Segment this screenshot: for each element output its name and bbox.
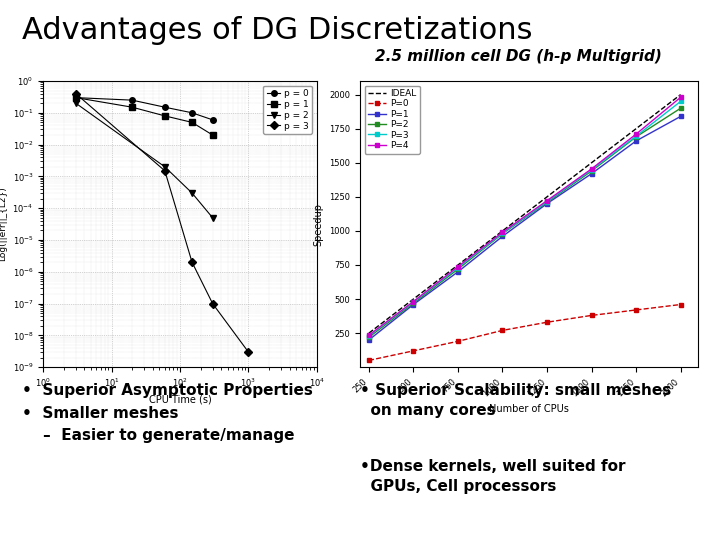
- IDEAL: [676, 91, 685, 98]
- p = 2: [188, 190, 197, 196]
- Line: p = 1: p = 1: [73, 95, 215, 138]
- P=2: [676, 105, 685, 111]
- p = 3: [208, 300, 217, 307]
- Line: P=2: P=2: [366, 106, 683, 339]
- p = 0: [71, 94, 80, 101]
- IDEAL: [543, 194, 552, 200]
- P=4: [676, 94, 685, 100]
- p = 1: [208, 132, 217, 138]
- P=0: [364, 357, 373, 363]
- Line: P=1: P=1: [366, 114, 683, 342]
- P=0: [676, 301, 685, 308]
- Text: Advantages of DG Discretizations: Advantages of DG Discretizations: [22, 16, 532, 45]
- p = 2: [208, 214, 217, 221]
- Line: P=3: P=3: [366, 99, 683, 338]
- P=3: [454, 265, 462, 271]
- IDEAL: [409, 296, 418, 302]
- Line: p = 3: p = 3: [73, 91, 251, 355]
- P=1: [364, 337, 373, 343]
- IDEAL: [588, 159, 596, 166]
- P=3: [364, 333, 373, 339]
- P=3: [588, 167, 596, 173]
- P=1: [588, 171, 596, 177]
- p = 2: [71, 100, 80, 106]
- P=3: [409, 299, 418, 305]
- p = 0: [188, 110, 197, 116]
- IDEAL: [454, 262, 462, 268]
- P=1: [498, 233, 507, 240]
- Text: • Superior Scalability: small meshes
  on many cores: • Superior Scalability: small meshes on …: [360, 383, 671, 418]
- p = 1: [188, 119, 197, 126]
- X-axis label: CPU Time (s): CPU Time (s): [148, 395, 212, 405]
- IDEAL: [631, 125, 640, 132]
- Line: p = 2: p = 2: [73, 100, 215, 220]
- P=3: [631, 133, 640, 139]
- P=2: [543, 199, 552, 206]
- P=4: [588, 166, 596, 172]
- P=2: [498, 231, 507, 237]
- Y-axis label: Speedup: Speedup: [314, 202, 323, 246]
- P=2: [364, 334, 373, 340]
- Legend: IDEAL, P=0, P=1, P=2, P=3, P=4: IDEAL, P=0, P=1, P=2, P=3, P=4: [364, 85, 420, 153]
- P=4: [409, 298, 418, 305]
- P=1: [454, 268, 462, 275]
- p = 3: [71, 90, 80, 97]
- Line: p = 0: p = 0: [73, 95, 215, 123]
- P=2: [409, 300, 418, 306]
- p = 1: [161, 113, 169, 119]
- P=3: [543, 198, 552, 205]
- IDEAL: [498, 228, 507, 234]
- p = 2: [161, 164, 169, 170]
- P=3: [676, 98, 685, 105]
- p = 0: [208, 117, 217, 123]
- P=4: [454, 264, 462, 270]
- P=1: [543, 200, 552, 207]
- Text: •Dense kernels, well suited for
  GPUs, Cell processors: •Dense kernels, well suited for GPUs, Ce…: [360, 459, 626, 494]
- Y-axis label: Log(||err||_{L2}): Log(||err||_{L2}): [0, 187, 7, 261]
- p = 0: [128, 97, 137, 103]
- P=0: [588, 312, 596, 319]
- P=1: [631, 138, 640, 144]
- X-axis label: Number of CPUs: Number of CPUs: [490, 404, 569, 414]
- IDEAL: [364, 330, 373, 336]
- Text: 2.5 million cell DG (h-p Multigrid): 2.5 million cell DG (h-p Multigrid): [375, 49, 662, 64]
- p = 1: [128, 104, 137, 111]
- Line: P=0: P=0: [366, 302, 683, 362]
- p = 3: [161, 167, 169, 174]
- P=3: [498, 230, 507, 237]
- p = 1: [71, 94, 80, 101]
- Legend: p = 0, p = 1, p = 2, p = 3: p = 0, p = 1, p = 2, p = 3: [264, 85, 312, 134]
- Text: •  Superior Asymptotic Properties
•  Smaller meshes
    –  Easier to generate/ma: • Superior Asymptotic Properties • Small…: [22, 383, 312, 443]
- P=2: [588, 168, 596, 174]
- p = 3: [244, 349, 253, 355]
- P=0: [454, 338, 462, 345]
- P=2: [454, 266, 462, 272]
- Line: P=4: P=4: [366, 95, 683, 338]
- P=4: [364, 332, 373, 339]
- P=1: [409, 301, 418, 308]
- p = 3: [188, 259, 197, 266]
- P=4: [498, 229, 507, 235]
- P=4: [631, 131, 640, 137]
- P=0: [631, 307, 640, 313]
- P=2: [631, 133, 640, 140]
- P=4: [543, 198, 552, 204]
- P=1: [676, 113, 685, 120]
- P=0: [498, 327, 507, 334]
- P=0: [543, 319, 552, 326]
- P=0: [409, 348, 418, 354]
- Line: IDEAL: IDEAL: [369, 94, 680, 333]
- p = 0: [161, 104, 169, 111]
